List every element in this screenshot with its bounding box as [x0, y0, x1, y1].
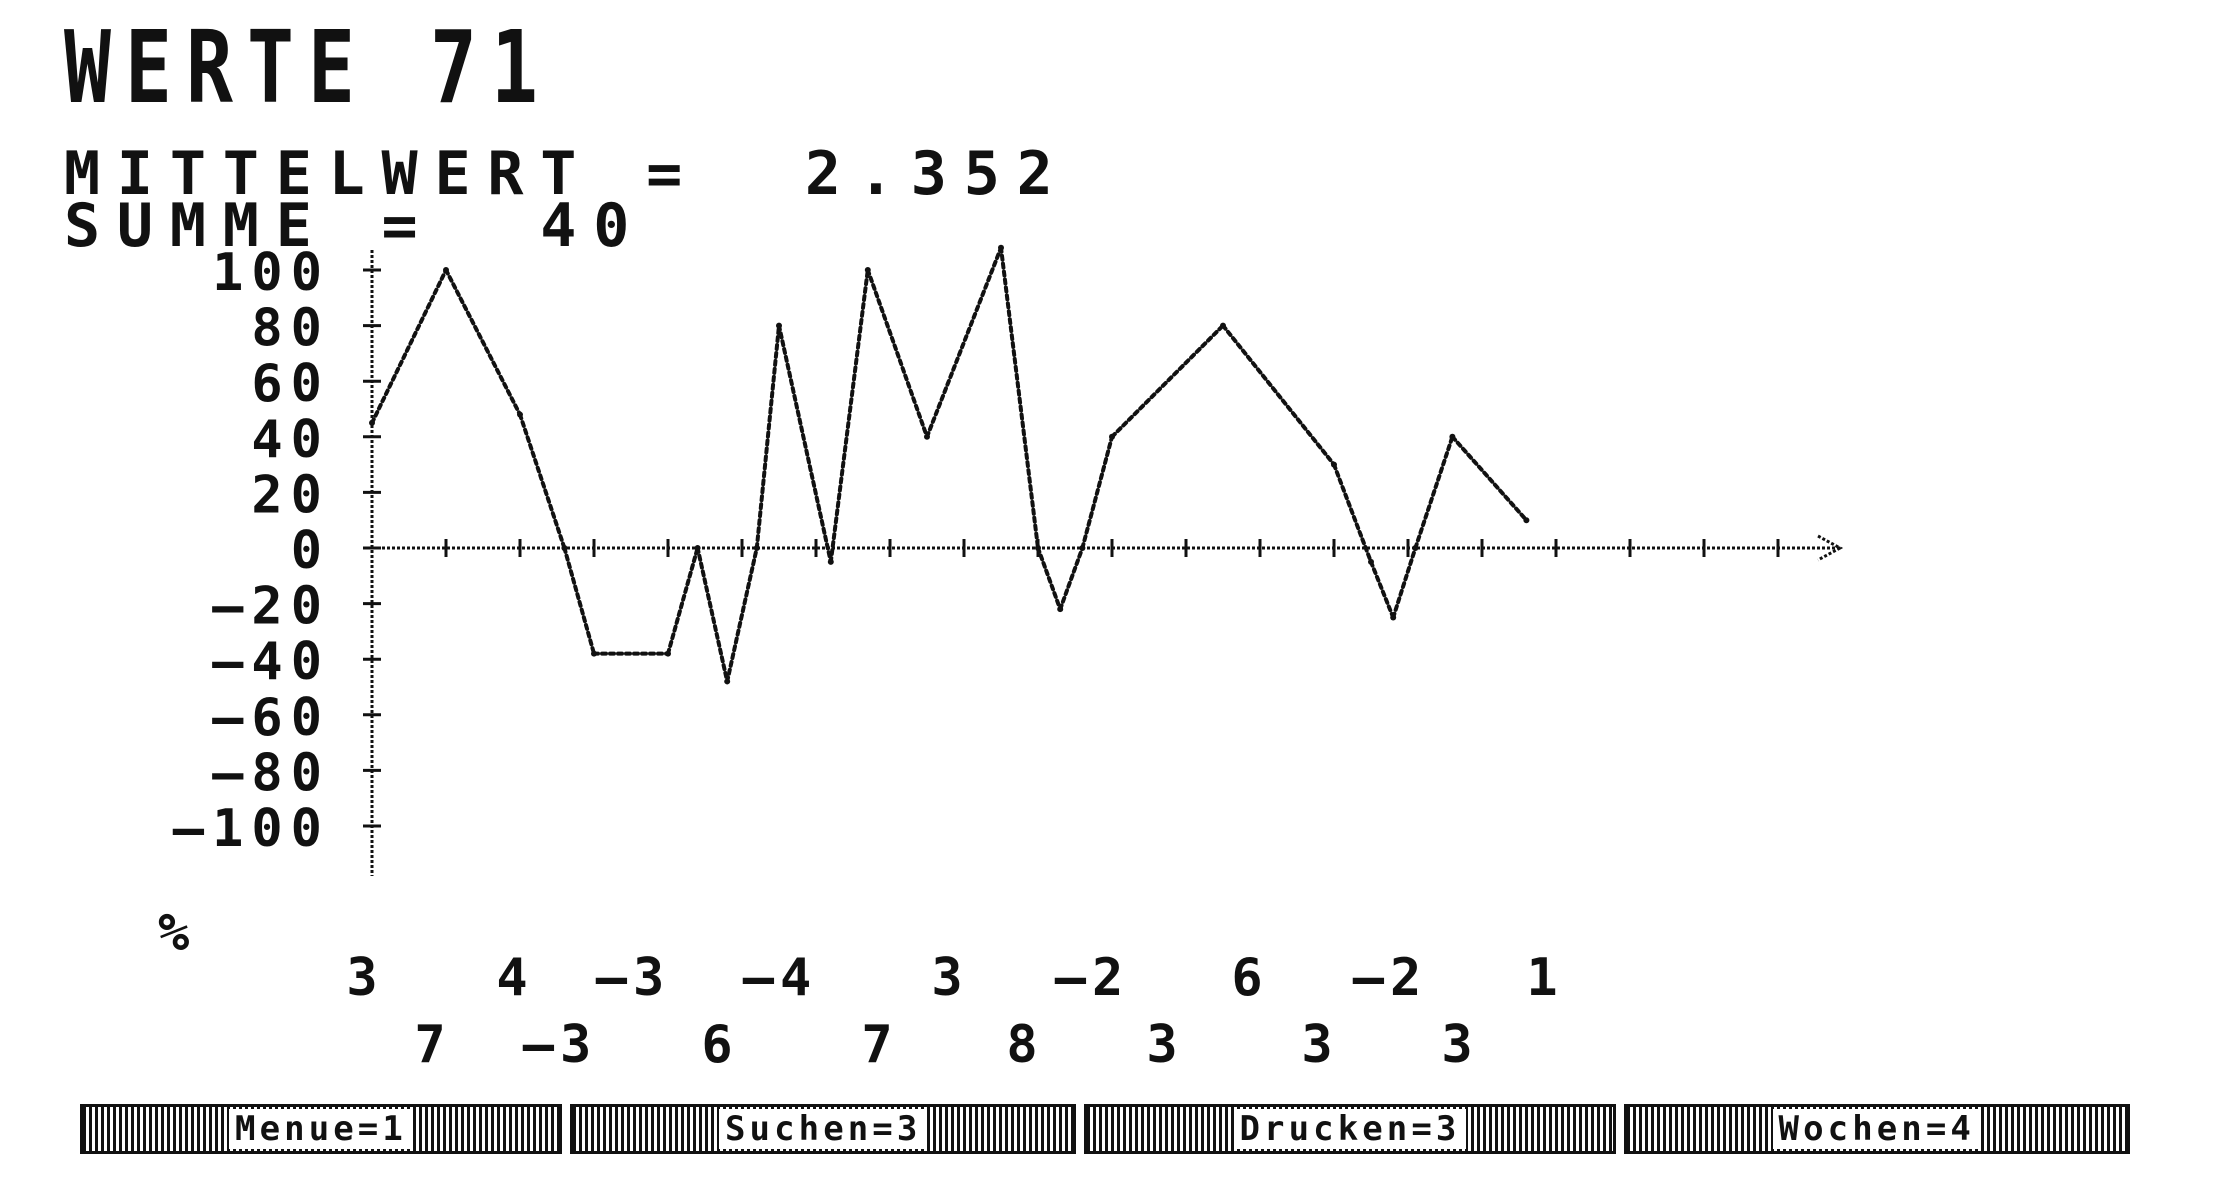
x-value-label-bottom: 3	[1441, 1015, 1478, 1075]
chart-title: WERTE 71	[64, 9, 552, 126]
series-line-segment	[725, 546, 759, 684]
series-point	[753, 545, 760, 551]
series-point	[827, 558, 834, 565]
menu-item[interactable]: Menue=1	[80, 1104, 562, 1154]
series-point	[776, 322, 782, 329]
menu-item[interactable]: Suchen=3	[569, 1104, 1077, 1154]
x-value-label-top: 3	[931, 948, 968, 1008]
y-tick-label: 100	[212, 243, 330, 303]
y-tick-label: 0	[291, 521, 330, 581]
y-tick-label: 20	[251, 465, 330, 525]
series-point	[369, 419, 375, 426]
y-tick-label: —60	[212, 688, 330, 748]
series-point	[1523, 517, 1530, 524]
x-value-label-top: 3	[346, 948, 383, 1008]
series-line-segment	[999, 245, 1040, 550]
series-point	[1057, 606, 1064, 613]
x-value-label-bottom: 3	[1301, 1015, 1338, 1075]
y-tick-label: 80	[251, 299, 330, 359]
series-line-segment	[1332, 462, 1373, 564]
series-point	[517, 411, 523, 418]
series-point	[591, 650, 597, 657]
menu-item-label: Drucken=3	[1233, 1109, 1467, 1149]
series-line-segment	[754, 323, 781, 550]
y-axis-unit-label: %	[158, 903, 189, 963]
series-line-segment	[777, 323, 833, 564]
series-line-segment	[925, 245, 1003, 439]
x-axis-arrow	[1817, 534, 1844, 562]
menu-item-label: Menue=1	[229, 1109, 413, 1149]
series-line-segment	[695, 546, 730, 684]
series-line-segment	[1369, 559, 1396, 620]
sum-value-line: SUMME = 40	[64, 191, 647, 261]
series-point	[1109, 433, 1115, 440]
series-line-segment	[518, 412, 567, 550]
x-value-label-bottom: 8	[1006, 1015, 1043, 1075]
series-line-segment	[1036, 546, 1063, 612]
series-point	[998, 244, 1004, 251]
function-menu-bar: Menue=1 Suchen=3 Drucken=3 Wochen=4	[80, 1104, 2130, 1154]
series-point	[1412, 545, 1419, 551]
series-line-segment	[1058, 546, 1085, 612]
series-line-segment	[444, 268, 522, 417]
y-tick-label: 60	[251, 354, 330, 414]
series-line-segment	[666, 546, 700, 656]
y-tick-label: —20	[212, 577, 330, 637]
x-value-label-bottom: —3	[523, 1015, 598, 1075]
x-value-label-top: —4	[743, 948, 818, 1008]
menu-item-label: Wochen=4	[1772, 1109, 1981, 1149]
series-point	[665, 650, 671, 657]
series-point	[864, 267, 871, 273]
series-point	[694, 545, 701, 551]
series-point	[443, 267, 449, 273]
y-tick-label: —40	[212, 632, 330, 692]
series-point	[1079, 545, 1086, 551]
x-value-label-bottom: 3	[1146, 1015, 1183, 1075]
mean-value-line: MITTELWERT = 2.352	[64, 139, 1070, 209]
series-point	[1331, 461, 1337, 468]
series-line-segment	[562, 546, 596, 656]
series-point	[1449, 433, 1456, 440]
series-point	[1220, 322, 1226, 329]
menu-item[interactable]: Drucken=3	[1084, 1104, 1616, 1154]
x-value-label-top: 6	[1231, 948, 1268, 1008]
y-tick-label: —100	[173, 799, 330, 859]
series-line-segment	[1110, 323, 1225, 439]
x-value-label-bottom: 7	[861, 1015, 898, 1075]
menu-item[interactable]: Wochen=4	[1623, 1104, 2130, 1154]
series-line-segment	[1080, 434, 1114, 550]
series-line-segment	[1221, 323, 1336, 467]
menu-item-label: Suchen=3	[719, 1109, 928, 1149]
series-line-segment	[370, 268, 448, 425]
series-line-segment	[1413, 434, 1455, 550]
x-value-label-top: 1	[1526, 948, 1563, 1008]
x-value-label-bottom: 7	[414, 1015, 451, 1075]
y-tick-label: 40	[251, 410, 330, 470]
series-line-segment	[1450, 434, 1529, 523]
x-value-label-bottom: 6	[701, 1015, 738, 1075]
series-point	[1390, 614, 1397, 621]
series-point	[561, 545, 568, 551]
x-value-label-top: —2	[1353, 948, 1428, 1008]
series-point	[724, 678, 731, 685]
x-value-label-top: 4	[496, 948, 533, 1008]
y-tick-label: —80	[212, 743, 330, 803]
series-line-segment	[865, 268, 929, 439]
series-point	[1035, 545, 1041, 551]
series-line-segment	[828, 268, 870, 564]
x-value-label-top: —2	[1055, 948, 1130, 1008]
series-point	[1368, 558, 1374, 565]
x-value-label-top: —3	[596, 948, 671, 1008]
series-line-segment	[1391, 546, 1418, 620]
series-point	[924, 433, 930, 440]
